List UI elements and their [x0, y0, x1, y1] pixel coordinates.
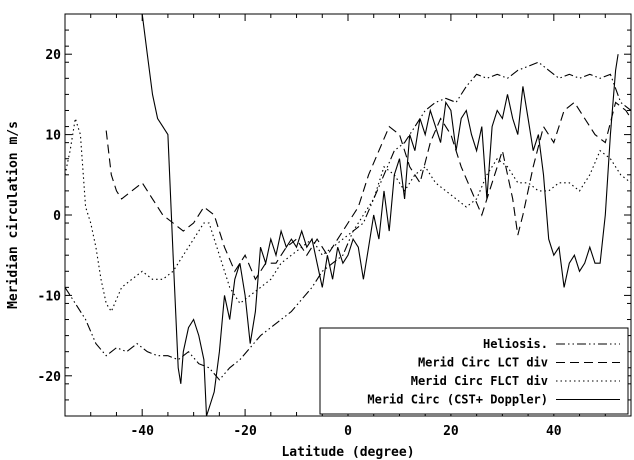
legend-label: Merid Circ FLCT div — [411, 374, 548, 388]
x-tick-label: -40 — [130, 424, 154, 439]
series-line-1 — [65, 61, 631, 381]
series-line-3 — [65, 118, 631, 313]
series-layer — [65, 14, 631, 416]
series-line-2 — [105, 101, 631, 281]
y-tick-label: 0 — [53, 209, 61, 224]
legend: Heliosis. Merid Circ LCT div Merid Circ FL… — [319, 327, 629, 415]
x-tick-label: -20 — [233, 424, 257, 439]
y-tick-label: 10 — [45, 129, 61, 144]
y-tick-label: -10 — [38, 289, 62, 304]
series-line-4 — [141, 14, 619, 416]
y-axis-title: Meridian circulation m/s — [6, 121, 21, 309]
x-tick-label: 40 — [546, 424, 562, 439]
y-tick-label: 20 — [45, 48, 61, 63]
legend-label: Merid Circ LCT div — [418, 356, 548, 370]
x-axis-title: Latitude (degree) — [281, 445, 414, 460]
y-tick-label: -20 — [38, 370, 62, 385]
x-tick-label: 0 — [344, 424, 352, 439]
legend-label: Merid Circ (CST+ Doppler) — [367, 393, 548, 407]
x-tick-label: 20 — [443, 424, 459, 439]
legend-label: Heliosis. — [483, 337, 548, 351]
ticks-layer: -40 -20 0 20 40 -20 -10 0 10 20 — [38, 13, 632, 439]
